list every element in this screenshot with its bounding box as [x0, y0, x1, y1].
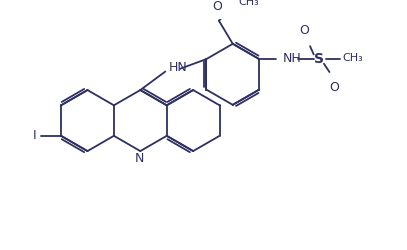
- Text: N: N: [135, 152, 144, 165]
- Text: CH₃: CH₃: [239, 0, 259, 7]
- Text: HN: HN: [169, 61, 188, 74]
- Text: S: S: [314, 52, 324, 66]
- Text: O: O: [300, 24, 309, 37]
- Text: O: O: [212, 0, 222, 13]
- Text: NH: NH: [283, 52, 302, 65]
- Text: I: I: [33, 129, 36, 142]
- Text: O: O: [329, 81, 339, 94]
- Text: CH₃: CH₃: [342, 53, 363, 63]
